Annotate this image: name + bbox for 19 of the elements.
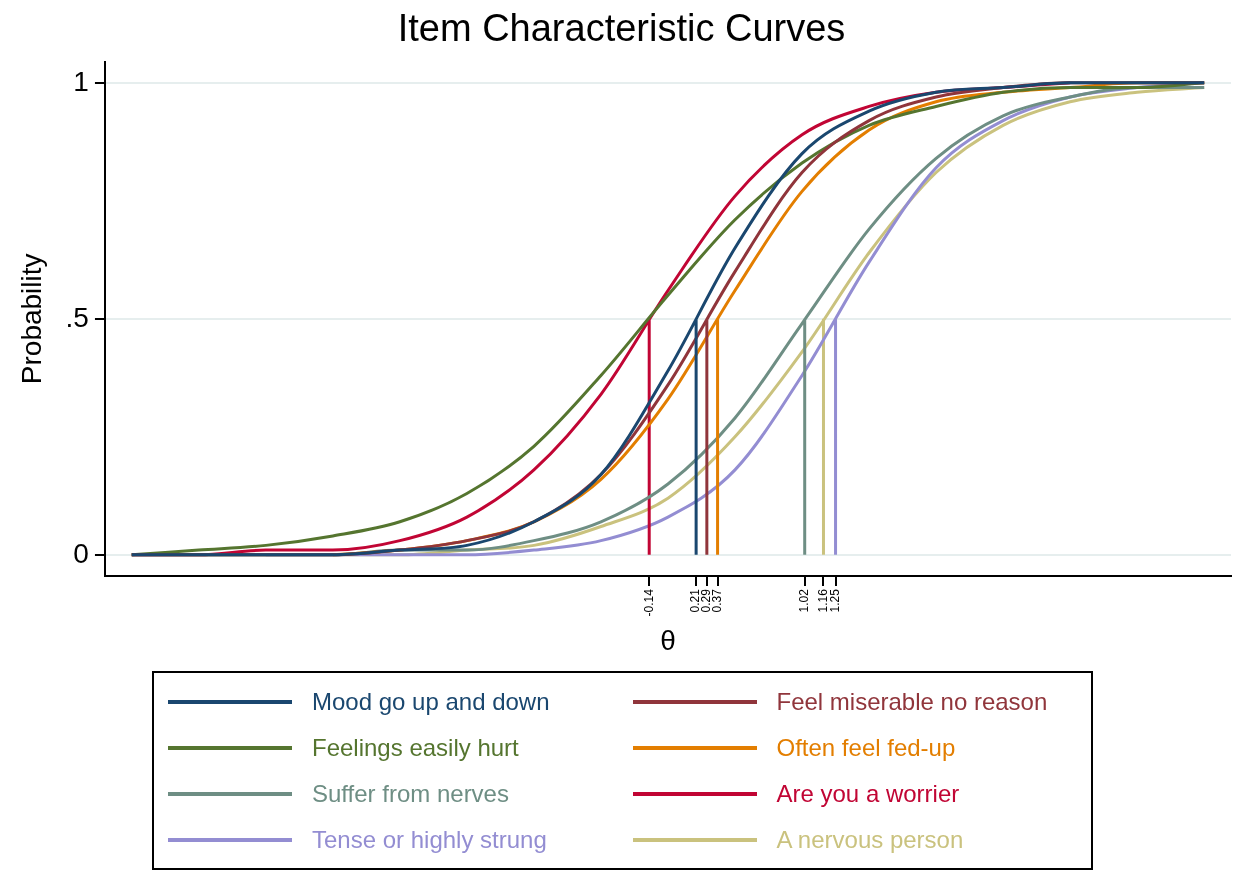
y-tick-label: .5 <box>65 301 89 333</box>
x-tick-label: 1.25 <box>827 588 842 613</box>
text: Mood go up and down <box>312 687 550 717</box>
text: Suffer from nerves <box>312 779 509 809</box>
y-tick-label: 0 <box>73 537 89 569</box>
chart-title: Item Characteristic Curves <box>397 7 846 50</box>
y-axis-title: Probability <box>15 253 47 385</box>
x-tick-label: -0.14 <box>641 588 656 617</box>
text: Are you a worrier <box>776 779 960 809</box>
text: Feel miserable no reason <box>776 687 1048 717</box>
x-tick-label: 1.02 <box>797 588 812 613</box>
text: A nervous person <box>776 825 964 855</box>
x-tick-label: 1.16 <box>815 588 830 613</box>
text: Feelings easily hurt <box>312 733 519 763</box>
y-tick-label: 1 <box>73 65 89 97</box>
x-tick-label: 0.37 <box>709 588 724 613</box>
text: Tense or highly strung <box>312 825 547 855</box>
x-axis-title: θ <box>660 624 676 656</box>
text: Often feel fed-up <box>776 733 956 763</box>
